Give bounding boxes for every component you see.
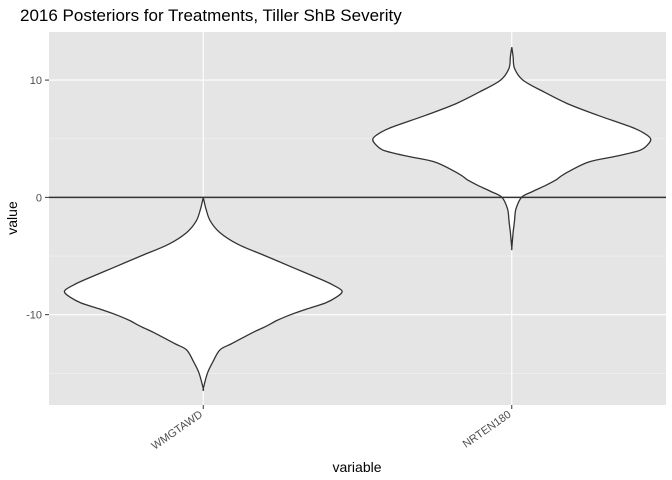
plot-panel	[49, 32, 666, 405]
violin-wmgtawd	[63, 197, 343, 392]
y-tick-label: 0	[36, 192, 42, 204]
chart-title: 2016 Posteriors for Treatments, Tiller S…	[20, 6, 402, 25]
y-tick-label: 10	[30, 75, 42, 87]
x-tick-label: WMGTAWD	[150, 409, 205, 453]
y-tick-label: -10	[26, 310, 42, 322]
x-tick-label: NRTEN180	[461, 409, 514, 451]
x-axis-title: variable	[332, 459, 381, 475]
violins	[63, 47, 652, 392]
y-axis: -10 0 10	[26, 75, 49, 322]
x-axis: WMGTAWD NRTEN180	[150, 405, 514, 453]
panel-background	[49, 32, 666, 405]
violin-nrten180	[372, 47, 652, 251]
y-axis-title: value	[4, 201, 20, 235]
